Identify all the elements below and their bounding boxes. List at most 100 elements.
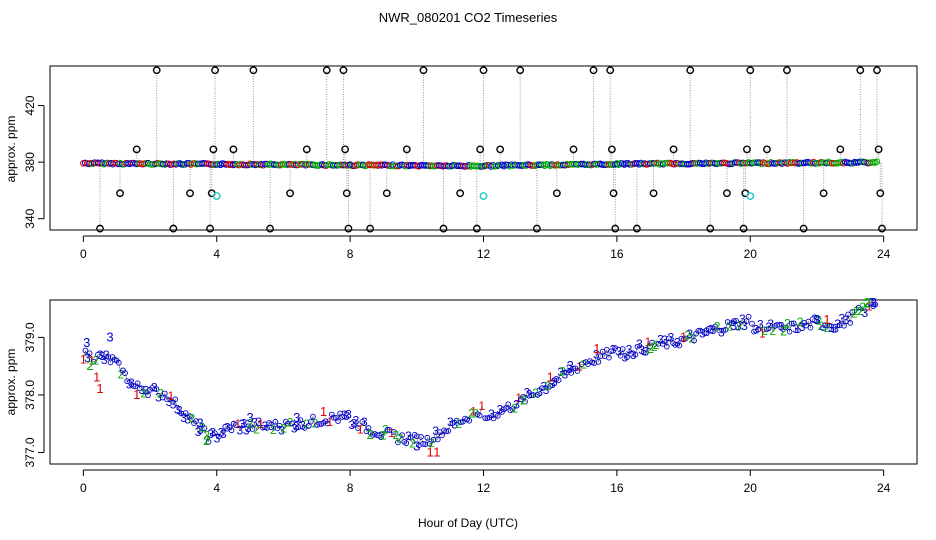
trace-glyph: 3 (549, 377, 556, 391)
spike-point (611, 224, 620, 233)
trace-point (430, 436, 437, 443)
level-3-glyph: 3 (813, 312, 820, 327)
trace-point (153, 386, 160, 393)
level-3-glyph: 3 (293, 410, 300, 425)
trace-glyph: 2 (428, 436, 435, 450)
trace-point (509, 406, 516, 412)
level-1-glyph: 1 (593, 341, 600, 356)
trace-glyph: 1 (326, 415, 333, 429)
trace-point (443, 428, 450, 435)
spike-point (439, 224, 448, 233)
spike-point (186, 189, 194, 198)
spike-point (116, 189, 124, 198)
trace-glyph: 1 (257, 417, 264, 431)
trace-point (107, 359, 114, 366)
figure-title: NWR_080201 CO2 Timeseries (379, 10, 558, 25)
trace-point (682, 335, 689, 342)
trace-point (163, 396, 170, 403)
trace-glyph: 2 (726, 320, 733, 334)
trace-point (695, 328, 702, 334)
trace-point (617, 352, 624, 359)
trace-point (339, 414, 346, 420)
trace-point (538, 385, 545, 392)
top-x-tick-label: 4 (213, 247, 220, 261)
trace-point (355, 425, 361, 431)
spike-point (342, 189, 351, 198)
trace-glyph: 3 (176, 403, 183, 417)
bottom-x-tick-label: 8 (347, 481, 354, 495)
spike-point (402, 145, 411, 154)
trace-glyph: 2 (651, 340, 658, 354)
trace-point (716, 327, 723, 334)
cyan-flag-point (746, 192, 755, 201)
trace-point (222, 423, 229, 430)
trace-glyph: 3 (241, 417, 248, 431)
trace-point (755, 326, 762, 333)
trace-glyph: 1 (866, 299, 873, 313)
trace-point (505, 401, 512, 408)
trace-point (260, 424, 266, 431)
top-y-axis: 340 380 420 (23, 95, 45, 229)
trace-point (449, 420, 456, 427)
spike-point (874, 145, 883, 154)
level-2-glyph: 2 (86, 358, 93, 373)
trace-glyph: 3 (735, 320, 742, 334)
trace-point (570, 365, 577, 372)
trace-point (390, 429, 397, 435)
top-x-tick-label: 20 (744, 247, 758, 261)
trace-glyph: 3 (291, 422, 298, 436)
trace-glyph: 3 (832, 321, 839, 335)
trace-point (407, 434, 414, 441)
trace-glyph: 3 (99, 349, 106, 363)
trace-point (289, 420, 295, 427)
trace-glyph: 2 (203, 428, 210, 442)
spike-point (229, 145, 238, 154)
spike-point (632, 224, 641, 233)
spike-point (589, 66, 598, 75)
trace-glyph: 3 (138, 383, 145, 397)
spike-point (686, 66, 695, 75)
trace-glyph: 3 (543, 383, 550, 397)
level-1-glyph: 1 (133, 387, 140, 402)
trace-glyph: 3 (351, 416, 358, 430)
level-3-glyph: 3 (870, 295, 877, 310)
trace-glyph: 3 (765, 320, 772, 334)
trace-glyph: 2 (118, 367, 125, 381)
trace-glyph: 3 (353, 414, 360, 428)
trace-glyph: 2 (857, 304, 864, 318)
trace-point (308, 418, 314, 425)
trace-glyph: 3 (718, 326, 725, 340)
trace-point (285, 420, 291, 427)
trace-glyph: 3 (657, 333, 664, 347)
trace-glyph: 2 (189, 411, 196, 425)
level-3-glyph: 3 (246, 410, 253, 425)
trace-point (374, 432, 380, 438)
top-y-tick-label: 380 (23, 152, 37, 172)
trace-point (201, 425, 208, 432)
spike-point (609, 189, 618, 198)
trace-glyph: 3 (166, 395, 173, 409)
trace-point (90, 358, 97, 365)
trace-glyph: 3 (195, 425, 202, 439)
trace-point (634, 343, 641, 350)
trace-point (676, 342, 683, 349)
spike-point (743, 145, 751, 154)
spike-point (606, 66, 615, 75)
trace-glyph: 2 (270, 423, 277, 437)
trace-point (122, 370, 128, 376)
trace-glyph: 2 (93, 353, 100, 367)
trace-point (424, 434, 431, 441)
trace-glyph: 3 (432, 424, 439, 438)
trace-glyph: 3 (343, 409, 350, 423)
trace-point (520, 394, 526, 400)
spike-point (739, 224, 748, 233)
trace-glyph: 2 (253, 423, 260, 437)
spike-point (496, 145, 505, 154)
trace-point (335, 418, 341, 424)
trace-glyph: 3 (278, 423, 285, 437)
top-x-tick-label: 16 (610, 247, 624, 261)
trace-glyph: 3 (566, 362, 573, 376)
trace-glyph: 2 (714, 319, 721, 333)
trace-point (528, 392, 535, 398)
trace-point (295, 424, 302, 431)
